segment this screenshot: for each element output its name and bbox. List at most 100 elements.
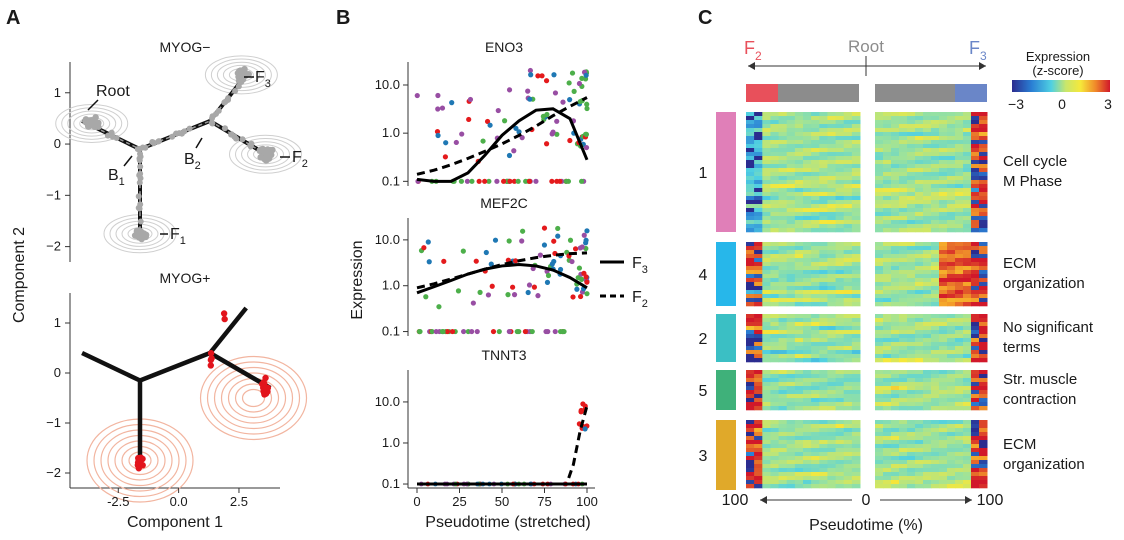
heatmap-cell <box>803 262 812 267</box>
heatmap-cell <box>778 428 788 433</box>
heatmap-cell <box>778 476 788 481</box>
heatmap-cell <box>891 216 900 221</box>
heatmap-cell <box>939 128 948 133</box>
y-tick-label: −1 <box>46 415 61 430</box>
heatmap-cell <box>746 358 755 363</box>
heatmap-cell <box>794 386 804 391</box>
heatmap-cell <box>939 204 948 209</box>
heatmap-cell <box>899 290 908 295</box>
heatmap-cell <box>931 172 940 177</box>
heatmap-cell <box>923 262 932 267</box>
heatmap-cell <box>794 420 804 425</box>
heatmap-cell <box>746 460 755 465</box>
heatmap-cell <box>899 370 908 375</box>
heatmap-cell <box>803 270 812 275</box>
heatmap-cell <box>811 196 820 201</box>
heatmap-cell <box>979 398 988 403</box>
heatmap-cell <box>899 424 908 429</box>
heatmap-cell <box>915 262 924 267</box>
heatmap-cell <box>843 242 853 247</box>
expression-point <box>583 274 589 280</box>
heatmap-cell <box>770 164 779 169</box>
heatmap-cell <box>851 258 861 263</box>
heatmap-cell <box>955 444 964 449</box>
heatmap-cell <box>883 318 892 323</box>
heatmap-cell <box>931 298 940 303</box>
heatmap-cell <box>803 402 812 407</box>
heatmap-cell <box>931 196 940 201</box>
heatmap-cell <box>939 124 948 129</box>
node-label-f2: F2 <box>292 149 308 170</box>
heatmap-cell <box>947 136 956 141</box>
heatmap-cell <box>923 208 932 213</box>
heatmap-cell <box>754 172 763 177</box>
heatmap-cell <box>939 464 948 469</box>
expression-point <box>480 138 486 144</box>
heatmap-cell <box>971 144 980 149</box>
heatmap-cell <box>947 188 956 193</box>
heatmap-cell <box>803 258 812 263</box>
heatmap-cell <box>803 148 812 153</box>
panel-letter-a: A <box>6 7 20 29</box>
heatmap-cell <box>939 258 948 263</box>
heatmap-cell <box>875 228 884 233</box>
heatmap-cell <box>947 140 956 145</box>
heatmap-cell <box>963 298 972 303</box>
heatmap-cell <box>778 120 788 125</box>
heatmap-cell <box>923 476 932 481</box>
heatmap-cell <box>883 294 892 299</box>
heatmap-cell <box>762 424 771 429</box>
heatmap-cell <box>794 468 804 473</box>
heatmap-cell <box>851 156 861 161</box>
cluster-label-3: 3 <box>699 448 708 465</box>
heatmap-cell <box>979 440 988 445</box>
heatmap-cell <box>931 468 940 473</box>
heatmap-cell <box>971 452 980 457</box>
heatmap-cell <box>827 382 836 387</box>
heatmap-cell <box>835 460 845 465</box>
heatmap-cell <box>843 216 853 221</box>
heatmap-cell <box>851 334 861 339</box>
expression-point <box>543 141 550 147</box>
heatmap-cell <box>979 342 988 347</box>
heatmap-cell <box>835 200 845 205</box>
heatmap-cell <box>851 314 861 319</box>
heatmap-cell <box>891 406 900 411</box>
heatmap-cell <box>899 390 908 395</box>
heatmap-cell <box>947 322 956 327</box>
heatmap-cell <box>979 374 988 379</box>
heatmap-cell <box>754 424 763 429</box>
heatmap-cell <box>979 382 988 387</box>
heatmap-cell <box>851 374 861 379</box>
heatmap-cell <box>963 424 972 429</box>
heatmap-cell <box>770 112 779 117</box>
heatmap-cell <box>786 176 796 181</box>
expression-point <box>544 279 551 285</box>
expression-point <box>549 178 555 184</box>
heatmap-cell <box>835 220 845 225</box>
heatmap-cell <box>891 132 900 137</box>
heatmap-cell <box>843 176 853 181</box>
heatmap-cell <box>811 440 820 445</box>
heatmap-cell <box>939 398 948 403</box>
heatmap-cell <box>811 278 820 283</box>
heatmap-cell <box>811 132 820 137</box>
heatmap-cell <box>746 220 755 225</box>
heatmap-cell <box>931 148 940 153</box>
heatmap-cell <box>811 168 820 173</box>
heatmap-cell <box>883 262 892 267</box>
heatmap-cell <box>899 124 908 129</box>
expression-point <box>440 328 446 335</box>
heatmap-cell <box>947 290 956 295</box>
y-tick-label: −2 <box>46 239 61 254</box>
heatmap-cell <box>907 452 916 457</box>
heatmap-cell <box>963 184 972 189</box>
heatmap-cell <box>971 350 980 355</box>
heatmap-cell <box>947 448 956 453</box>
cell-point <box>137 218 144 225</box>
heatmap-cell <box>762 298 771 303</box>
heatmap-cell <box>754 358 763 363</box>
expression-point <box>543 78 550 84</box>
heatmap-cell <box>794 270 804 275</box>
heatmap-cell <box>746 144 755 149</box>
